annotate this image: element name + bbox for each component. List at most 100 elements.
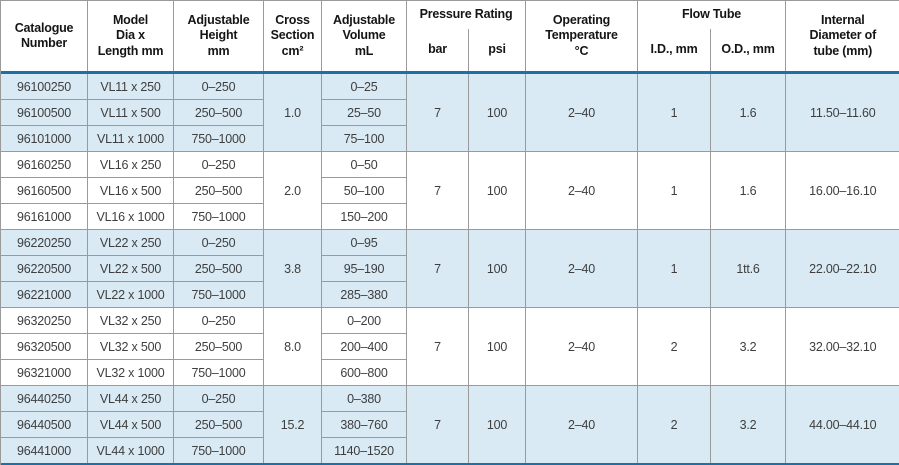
col-header-adjustable-height: Adjustable Height mm (173, 0, 264, 71)
cell-adjustable-height: 250–500 (173, 177, 264, 204)
cell-flow-tube-id: 1 (637, 151, 711, 230)
cell-pressure-bar: 7 (406, 307, 469, 386)
table-row: 96160500 VL16 x 500 250–500 50–100 (0, 177, 899, 204)
cell-flow-tube-od: 1.6 (710, 74, 787, 152)
cell-pressure-psi: 100 (468, 74, 526, 152)
table-row: 96440500 VL44 x 500 250–500 380–760 (0, 411, 899, 438)
table-row: 96220500 VL22 x 500 250–500 95–190 (0, 255, 899, 282)
table-row: 96440250 VL44 x 250 0–250 15.2 0–380 7 100 2–40… (0, 385, 899, 463)
cell-adjustable-volume: 380–760 (321, 411, 407, 438)
cell-catalogue-number: 96320500 (0, 333, 88, 360)
footer-blue-rule (0, 463, 899, 465)
cell-adjustable-height: 250–500 (173, 99, 264, 126)
col-header-cross-section: Cross Section cm² (263, 0, 322, 71)
cell-cross-section: 15.2 (263, 385, 322, 463)
cell-adjustable-volume: 0–95 (321, 229, 407, 256)
cell-cross-section: 1.0 (263, 74, 322, 152)
cell-internal-diameter: 11.50–11.60 (785, 74, 899, 152)
cell-operating-temperature: 2–40 (525, 74, 638, 152)
cell-catalogue-number: 96440250 (0, 385, 88, 412)
cell-catalogue-number: 96321000 (0, 359, 88, 386)
cell-catalogue-number: 96160500 (0, 177, 88, 204)
col-header-pressure-rating: Pressure Rating (406, 0, 526, 29)
cell-cross-section: 2.0 (263, 151, 322, 230)
cell-model: VL16 x 1000 (87, 203, 174, 230)
table-row: 96160250 VL16 x 250 0–250 2.0 0–50 7 100 2–40 1 1… (0, 151, 899, 230)
col-header-bar: bar (406, 29, 469, 71)
cell-catalogue-number: 96221000 (0, 281, 88, 308)
cell-pressure-psi: 100 (468, 307, 526, 386)
cell-catalogue-number: 96220250 (0, 229, 88, 256)
col-header-od-mm: O.D., mm (710, 29, 787, 71)
col-header-model: Model Dia x Length mm (87, 0, 174, 71)
cell-flow-tube-od: 3.2 (710, 385, 787, 463)
table-row: 96441000 VL44 x 1000 750–1000 1140–1520 (0, 437, 899, 463)
cell-operating-temperature: 2–40 (525, 307, 638, 386)
cell-model: VL11 x 250 (87, 74, 174, 100)
cell-flow-tube-od: 1.6 (710, 151, 787, 230)
cell-adjustable-height: 250–500 (173, 255, 264, 282)
cell-flow-tube-id: 1 (637, 74, 711, 152)
cell-adjustable-volume: 75–100 (321, 125, 407, 152)
cell-model: VL22 x 1000 (87, 281, 174, 308)
col-header-id-mm: I.D., mm (637, 29, 711, 71)
cell-model: VL16 x 500 (87, 177, 174, 204)
cell-catalogue-number: 96100250 (0, 74, 88, 100)
cell-model: VL44 x 1000 (87, 437, 174, 463)
table-row: 96320250 VL32 x 250 0–250 8.0 0–200 7 100 2–40 2… (0, 307, 899, 386)
cell-adjustable-volume: 95–190 (321, 255, 407, 282)
cell-cross-section: 8.0 (263, 307, 322, 386)
cell-flow-tube-id: 2 (637, 385, 711, 463)
cell-catalogue-number: 96100500 (0, 99, 88, 126)
col-header-internal-diameter: Internal Diameter of tube (mm) (785, 0, 899, 71)
cell-adjustable-volume: 25–50 (321, 99, 407, 126)
cell-pressure-psi: 100 (468, 229, 526, 308)
cell-catalogue-number: 96220500 (0, 255, 88, 282)
cell-catalogue-number: 96161000 (0, 203, 88, 230)
table-row: 96221000 VL22 x 1000 750–1000 285–380 (0, 281, 899, 308)
col-header-catalogue-number: Catalogue Number (0, 0, 88, 71)
cell-pressure-bar: 7 (406, 229, 469, 308)
cell-pressure-bar: 7 (406, 151, 469, 230)
col-header-psi: psi (468, 29, 526, 71)
cell-model: VL11 x 500 (87, 99, 174, 126)
cell-flow-tube-id: 2 (637, 307, 711, 386)
cell-flow-tube-od: 3.2 (710, 307, 787, 386)
cell-operating-temperature: 2–40 (525, 385, 638, 463)
cell-adjustable-volume: 1140–1520 (321, 437, 407, 463)
cell-adjustable-height: 0–250 (173, 74, 264, 100)
table-row: 96100250 VL11 x 250 0–250 1.0 0–25 7 100 2–40 1 1… (0, 74, 899, 152)
cell-cross-section: 3.8 (263, 229, 322, 308)
cell-adjustable-height: 750–1000 (173, 203, 264, 230)
cell-adjustable-height: 0–250 (173, 151, 264, 178)
cell-flow-tube-id: 1 (637, 229, 711, 308)
table-row: 96101000 VL11 x 1000 750–1000 75–100 (0, 125, 899, 152)
header-row-main: Catalogue Number Model Dia x Length mm A… (0, 0, 899, 71)
cell-adjustable-volume: 200–400 (321, 333, 407, 360)
table-row: 96320500 VL32 x 500 250–500 200–400 (0, 333, 899, 360)
cell-adjustable-height: 0–250 (173, 307, 264, 334)
cell-adjustable-volume: 0–50 (321, 151, 407, 178)
cell-adjustable-volume: 0–25 (321, 74, 407, 100)
col-header-adjustable-volume: Adjustable Volume mL (321, 0, 407, 71)
cell-pressure-bar: 7 (406, 385, 469, 463)
cell-adjustable-height: 0–250 (173, 229, 264, 256)
cell-model: VL32 x 1000 (87, 359, 174, 386)
cell-adjustable-volume: 0–380 (321, 385, 407, 412)
cell-internal-diameter: 32.00–32.10 (785, 307, 899, 386)
col-header-flow-tube: Flow Tube (637, 0, 787, 29)
cell-adjustable-volume: 50–100 (321, 177, 407, 204)
cell-catalogue-number: 96440500 (0, 411, 88, 438)
header-blue-rule (0, 71, 899, 74)
cell-internal-diameter: 44.00–44.10 (785, 385, 899, 463)
cell-adjustable-height: 250–500 (173, 333, 264, 360)
cell-pressure-psi: 100 (468, 151, 526, 230)
cell-internal-diameter: 22.00–22.10 (785, 229, 899, 308)
cell-adjustable-volume: 0–200 (321, 307, 407, 334)
cell-model: VL16 x 250 (87, 151, 174, 178)
cell-model: VL11 x 1000 (87, 125, 174, 152)
cell-adjustable-height: 750–1000 (173, 281, 264, 308)
cell-adjustable-height: 750–1000 (173, 125, 264, 152)
header-row-sub: bar psi I.D., mm O.D., mm (1, 29, 899, 71)
table-row: 96100500 VL11 x 500 250–500 25–50 (0, 99, 899, 126)
